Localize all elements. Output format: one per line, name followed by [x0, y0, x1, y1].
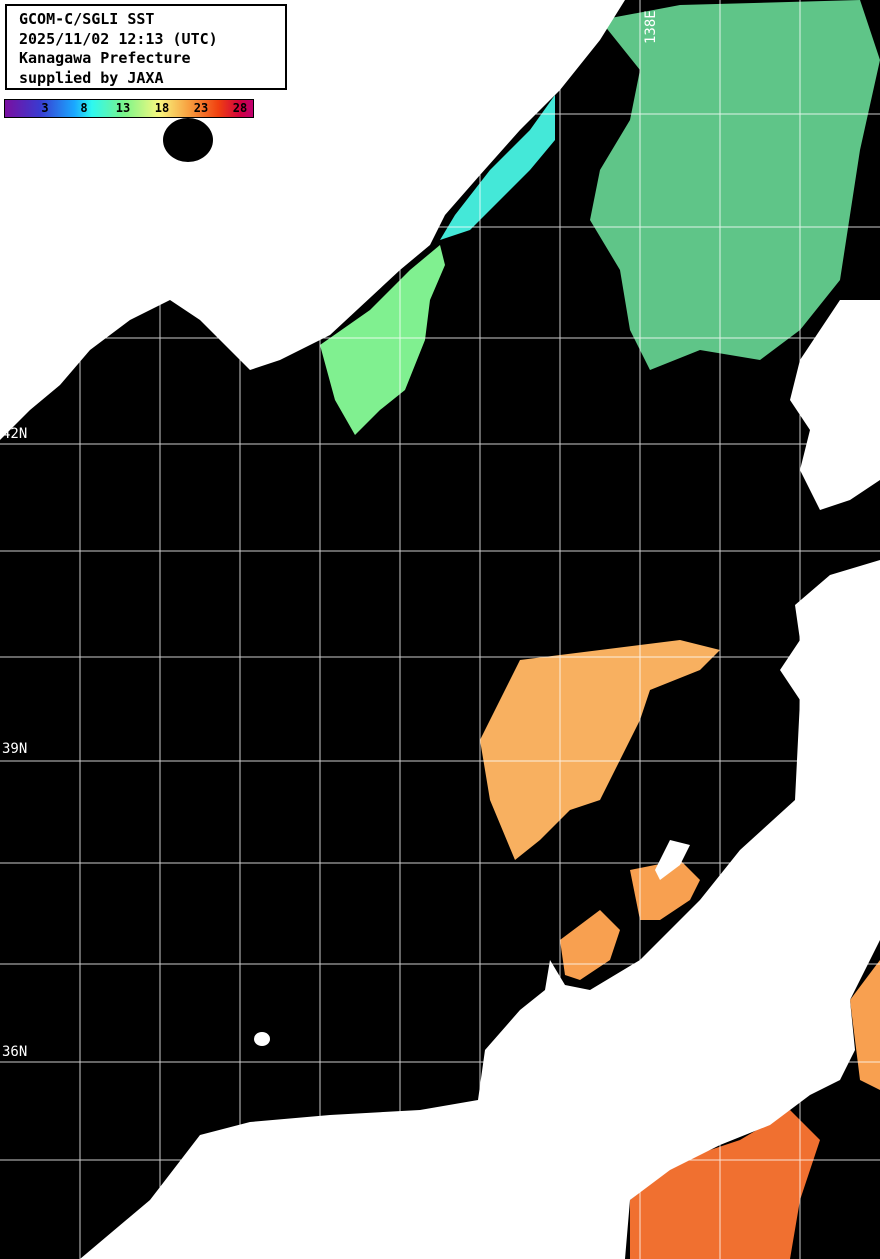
sst-patch-cool-coast — [440, 95, 555, 240]
sst-patch-warm-toyama — [630, 860, 700, 920]
title-line-supplier: supplied by JAXA — [19, 68, 164, 87]
colorbar-tick: 23 — [193, 101, 209, 115]
title-line-datetime: 2025/11/02 12:13 (UTC) — [19, 29, 218, 48]
sst-patches — [320, 0, 880, 1259]
colorbar-tick: 3 — [41, 101, 49, 115]
land-oki — [254, 1032, 270, 1046]
lon-label-138e: 138E — [643, 10, 659, 44]
sst-patch-warm-noto — [560, 910, 620, 980]
color-scale-bar: 3 8 13 18 23 28 — [4, 99, 254, 118]
title-line-satellite: GCOM-C/SGLI SST — [19, 10, 155, 28]
lat-label-39n: 39N — [2, 741, 28, 757]
lat-label-36n: 36N — [2, 1044, 28, 1060]
sst-patch-warm-pacific-east — [850, 960, 880, 1090]
colorbar-tick: 13 — [115, 101, 131, 115]
title-box: GCOM-C/SGLI SST 2025/11/02 12:13 (UTC) K… — [5, 4, 287, 90]
lat-label-42n: 42N — [2, 426, 28, 442]
title-line-prefecture: Kanagawa Prefecture — [19, 49, 191, 67]
sst-patch-warm-central — [480, 640, 720, 860]
lake-black — [163, 118, 213, 162]
sst-patch-cool-coast-2 — [320, 245, 445, 435]
colorbar-tick: 18 — [154, 101, 170, 115]
sst-patch-warm-pacific — [630, 1110, 820, 1259]
land-honshu — [80, 560, 880, 1259]
colorbar-tick: 8 — [80, 101, 88, 115]
land-sado — [655, 840, 690, 880]
land-hokkaido — [790, 300, 880, 510]
colorbar-tick: 28 — [232, 101, 248, 115]
sst-patch-cloudy-north — [590, 0, 880, 370]
